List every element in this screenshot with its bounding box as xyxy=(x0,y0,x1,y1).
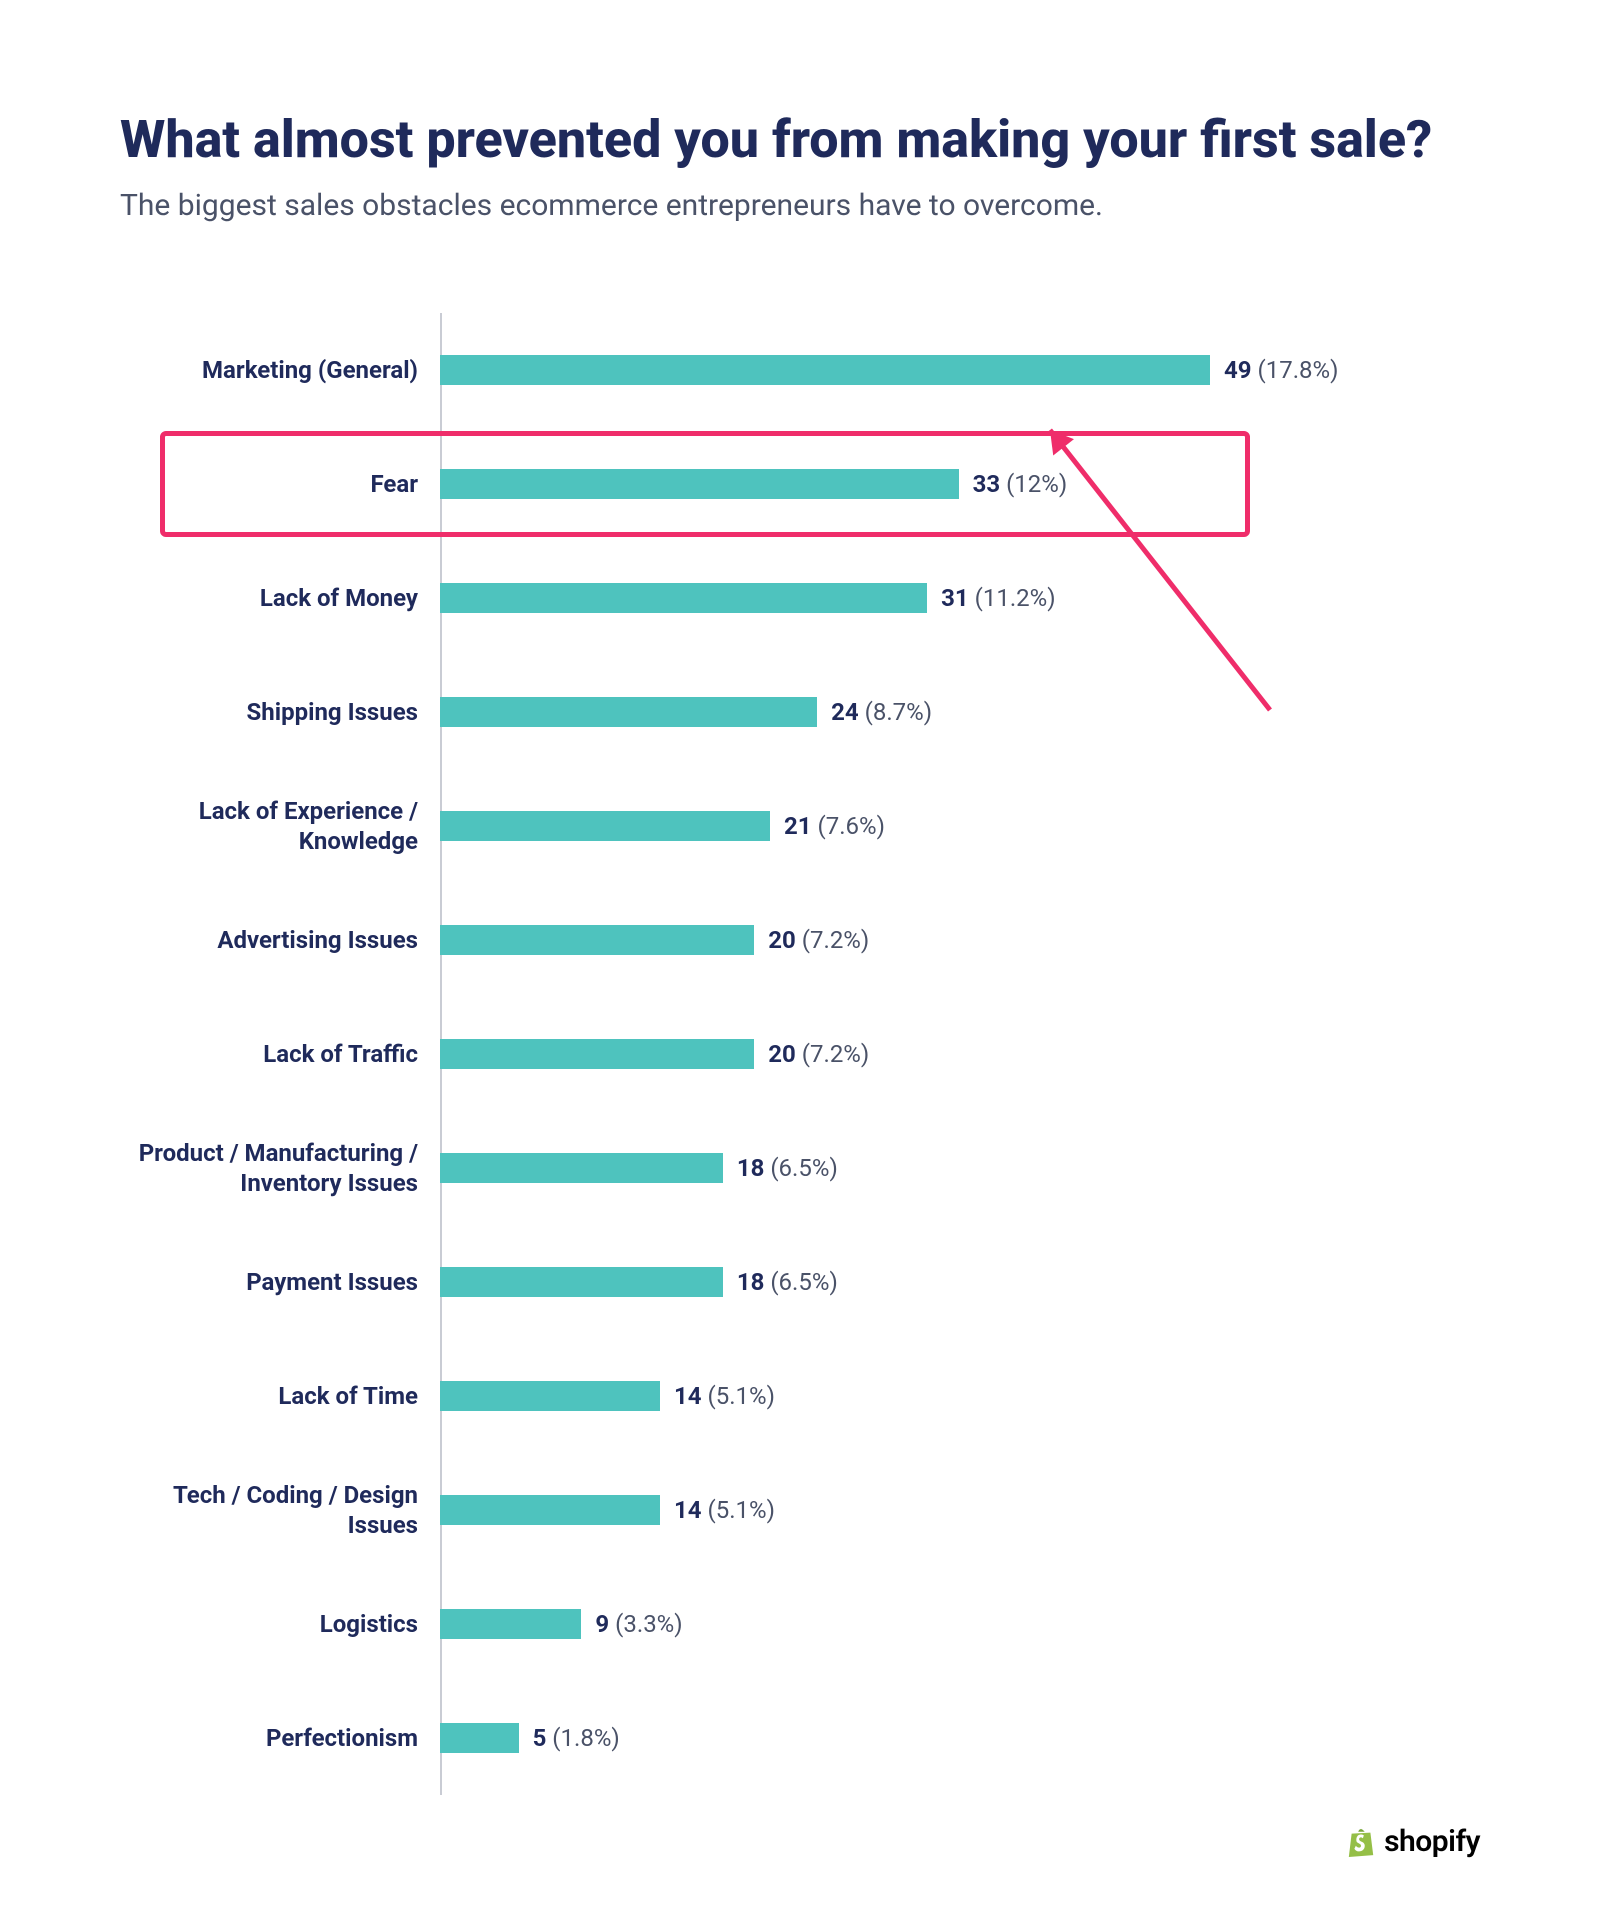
bar-value-count: 20 xyxy=(768,926,796,954)
bar-value-count: 21 xyxy=(784,812,812,840)
bar xyxy=(440,1381,660,1411)
bar-value: 49 (17.8%) xyxy=(1224,356,1338,384)
bar-area: 9 (3.3%) xyxy=(440,1567,1480,1681)
chart-rows: Marketing (General) 49 (17.8%) Fear 33 (12%… xyxy=(120,313,1480,1795)
bar-value-count: 14 xyxy=(674,1382,702,1410)
bar-label: Advertising Issues xyxy=(120,925,440,955)
bar xyxy=(440,355,1210,385)
bar-value: 14 (5.1%) xyxy=(674,1382,775,1410)
bar xyxy=(440,1495,660,1525)
bar-label: Product / Manufacturing / Inventory Issu… xyxy=(120,1138,440,1198)
brand-name: shopify xyxy=(1384,1824,1480,1859)
bar-area: 14 (5.1%) xyxy=(440,1339,1480,1453)
bar-value-percent: (3.3%) xyxy=(615,1610,682,1638)
bar-area: 18 (6.5%) xyxy=(440,1111,1480,1225)
bar-value-count: 24 xyxy=(831,698,859,726)
bar-value: 21 (7.6%) xyxy=(784,812,885,840)
bar-value-percent: (6.5%) xyxy=(770,1154,837,1182)
bar-area: 21 (7.6%) xyxy=(440,769,1480,883)
bar-value-percent: (5.1%) xyxy=(708,1382,775,1410)
bar xyxy=(440,1153,723,1183)
chart-row: Shipping Issues 24 (8.7%) xyxy=(120,655,1480,769)
bar-area: 5 (1.8%) xyxy=(440,1681,1480,1795)
bar xyxy=(440,925,754,955)
bar-value: 14 (5.1%) xyxy=(674,1496,775,1524)
bar xyxy=(440,1267,723,1297)
bar xyxy=(440,1609,581,1639)
bar-label: Logistics xyxy=(120,1609,440,1639)
shopify-bag-icon xyxy=(1346,1825,1376,1859)
bar-label: Lack of Money xyxy=(120,583,440,613)
chart-row: Lack of Time 14 (5.1%) xyxy=(120,1339,1480,1453)
chart-row: Product / Manufacturing / Inventory Issu… xyxy=(120,1111,1480,1225)
bar-label: Payment Issues xyxy=(120,1267,440,1297)
bar-value-percent: (17.8%) xyxy=(1258,356,1339,384)
bar xyxy=(440,583,927,613)
bar-label: Tech / Coding / Design Issues xyxy=(120,1480,440,1540)
chart-subtitle: The biggest sales obstacles ecommerce en… xyxy=(120,188,1480,223)
bar-chart: Marketing (General) 49 (17.8%) Fear 33 (12%… xyxy=(120,313,1480,1795)
brand-logo: shopify xyxy=(1346,1824,1480,1859)
chart-title: What almost prevented you from making yo… xyxy=(120,110,1480,170)
bar-label: Lack of Traffic xyxy=(120,1039,440,1069)
bar-label: Lack of Experience / Knowledge xyxy=(120,796,440,856)
bar-value-count: 18 xyxy=(737,1154,765,1182)
bar-value-count: 14 xyxy=(674,1496,702,1524)
bar-value-count: 9 xyxy=(595,1610,609,1638)
chart-row: Lack of Traffic 20 (7.2%) xyxy=(120,997,1480,1111)
bar-value-percent: (11.2%) xyxy=(975,584,1056,612)
bar-area: 20 (7.2%) xyxy=(440,883,1480,997)
chart-row: Lack of Experience / Knowledge 21 (7.6%) xyxy=(120,769,1480,883)
bar-value-percent: (8.7%) xyxy=(865,698,932,726)
bar-value-percent: (7.2%) xyxy=(802,926,869,954)
bar-area: 33 (12%) xyxy=(440,427,1480,541)
bar-area: 49 (17.8%) xyxy=(440,313,1480,427)
bar-value-percent: (7.6%) xyxy=(818,812,885,840)
chart-row: Lack of Money 31 (11.2%) xyxy=(120,541,1480,655)
bar-value-percent: (12%) xyxy=(1006,470,1067,498)
bar-label: Perfectionism xyxy=(120,1723,440,1753)
chart-row: Perfectionism 5 (1.8%) xyxy=(120,1681,1480,1795)
bar-value: 31 (11.2%) xyxy=(941,584,1055,612)
bar-value: 20 (7.2%) xyxy=(768,1040,869,1068)
bar-label: Fear xyxy=(120,469,440,499)
bar-value: 20 (7.2%) xyxy=(768,926,869,954)
chart-row: Logistics 9 (3.3%) xyxy=(120,1567,1480,1681)
bar-value: 33 (12%) xyxy=(973,470,1068,498)
bar-area: 18 (6.5%) xyxy=(440,1225,1480,1339)
bar xyxy=(440,1039,754,1069)
bar-value: 24 (8.7%) xyxy=(831,698,932,726)
bar-label: Marketing (General) xyxy=(120,355,440,385)
bar-label: Lack of Time xyxy=(120,1381,440,1411)
bar-value-count: 20 xyxy=(768,1040,796,1068)
bar-value-percent: (5.1%) xyxy=(708,1496,775,1524)
bar xyxy=(440,469,959,499)
chart-row: Advertising Issues 20 (7.2%) xyxy=(120,883,1480,997)
page: What almost prevented you from making yo… xyxy=(0,0,1600,1929)
bar-value-count: 33 xyxy=(973,470,1001,498)
bar-value-percent: (7.2%) xyxy=(802,1040,869,1068)
bar-value-count: 18 xyxy=(737,1268,765,1296)
bar xyxy=(440,811,770,841)
bar-value-percent: (6.5%) xyxy=(770,1268,837,1296)
bar-area: 31 (11.2%) xyxy=(440,541,1480,655)
chart-row: Payment Issues 18 (6.5%) xyxy=(120,1225,1480,1339)
bar-value-count: 49 xyxy=(1224,356,1252,384)
bar-value: 18 (6.5%) xyxy=(737,1268,838,1296)
bar-area: 14 (5.1%) xyxy=(440,1453,1480,1567)
bar-value-count: 31 xyxy=(941,584,969,612)
bar-label: Shipping Issues xyxy=(120,697,440,727)
bar-area: 20 (7.2%) xyxy=(440,997,1480,1111)
chart-row: Marketing (General) 49 (17.8%) xyxy=(120,313,1480,427)
bar-value: 9 (3.3%) xyxy=(595,1610,682,1638)
bar-area: 24 (8.7%) xyxy=(440,655,1480,769)
bar-value-count: 5 xyxy=(533,1724,547,1752)
bar-value: 18 (6.5%) xyxy=(737,1154,838,1182)
bar-value-percent: (1.8%) xyxy=(552,1724,619,1752)
chart-row: Fear 33 (12%) xyxy=(120,427,1480,541)
chart-row: Tech / Coding / Design Issues 14 (5.1%) xyxy=(120,1453,1480,1567)
bar-value: 5 (1.8%) xyxy=(533,1724,620,1752)
bar xyxy=(440,1723,519,1753)
bar xyxy=(440,697,817,727)
